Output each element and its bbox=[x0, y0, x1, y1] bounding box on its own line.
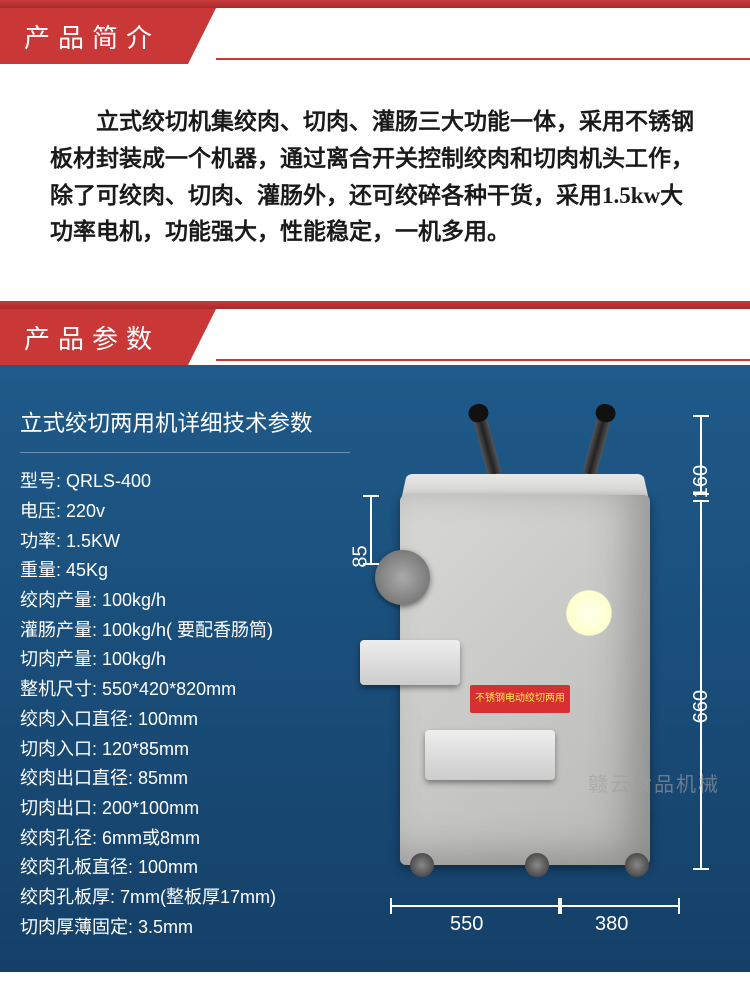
tray-icon bbox=[360, 640, 460, 685]
spec-row: 灌肠产量: 100kg/h( 要配香肠筒) bbox=[20, 616, 350, 646]
intro-header: 产品简介 bbox=[0, 8, 750, 64]
spec-row: 切肉产量: 100kg/h bbox=[20, 645, 350, 675]
dim-line bbox=[560, 905, 680, 907]
caster-wheel-icon bbox=[525, 853, 549, 877]
watermark-text: 赣云食品机械 bbox=[588, 768, 720, 797]
caster-wheel-icon bbox=[625, 853, 649, 877]
dim-line bbox=[390, 905, 560, 907]
spec-row: 功率: 1.5KW bbox=[20, 527, 350, 557]
spec-row: 绞肉出口直径: 85mm bbox=[20, 764, 350, 794]
spec-rows: 型号: QRLS-400电压: 220v功率: 1.5KW重量: 45Kg绞肉产… bbox=[20, 467, 350, 942]
spec-row: 绞肉产量: 100kg/h bbox=[20, 586, 350, 616]
intro-header-text: 产品简介 bbox=[24, 18, 160, 55]
machine-illustration: 不锈钢电动绞切两用 85 550 380 160 660 bbox=[360, 395, 730, 935]
params-header-tab: 产品参数 bbox=[0, 309, 188, 365]
spec-row: 绞肉入口直径: 100mm bbox=[20, 705, 350, 735]
grinder-outlet-icon bbox=[375, 550, 430, 605]
spec-row: 切肉厚薄固定: 3.5mm bbox=[20, 913, 350, 943]
dim-label-bottom2: 380 bbox=[595, 913, 628, 936]
intro-header-tab: 产品简介 bbox=[0, 8, 188, 64]
dim-label-left: 85 bbox=[350, 546, 373, 568]
params-header: 产品参数 bbox=[0, 309, 750, 365]
params-gradient-bar bbox=[0, 301, 750, 309]
spec-row: 绞肉孔板直径: 100mm bbox=[20, 853, 350, 883]
lever-icon bbox=[582, 414, 611, 476]
spec-title: 立式绞切两用机详细技术参数 bbox=[20, 405, 350, 453]
spec-row: 绞肉孔径: 6mm或8mm bbox=[20, 824, 350, 854]
spec-section: 立式绞切两用机详细技术参数 型号: QRLS-400电压: 220v功率: 1.… bbox=[0, 365, 750, 972]
params-header-line bbox=[216, 309, 750, 361]
caster-wheel-icon bbox=[410, 853, 434, 877]
spec-row: 型号: QRLS-400 bbox=[20, 467, 350, 497]
cartoon-decal-icon bbox=[565, 585, 625, 655]
machine-red-label: 不锈钢电动绞切两用 bbox=[470, 685, 570, 713]
intro-header-line bbox=[216, 8, 750, 60]
dim-line bbox=[700, 500, 702, 870]
dim-label-bottom1: 550 bbox=[450, 913, 483, 936]
intro-paragraph: 立式绞切机集绞肉、切肉、灌肠三大功能一体，采用不锈钢板材封装成一个机器，通过离合… bbox=[0, 64, 750, 301]
spec-row: 电压: 220v bbox=[20, 497, 350, 527]
spec-row: 整机尺寸: 550*420*820mm bbox=[20, 675, 350, 705]
spec-row: 绞肉孔板厚: 7mm(整板厚17mm) bbox=[20, 883, 350, 913]
lever-icon bbox=[472, 414, 501, 476]
spec-row: 切肉入口: 120*85mm bbox=[20, 735, 350, 765]
dim-label-right1: 160 bbox=[690, 465, 713, 498]
params-header-text: 产品参数 bbox=[24, 319, 160, 356]
spec-row: 切肉出口: 200*100mm bbox=[20, 794, 350, 824]
spec-row: 重量: 45Kg bbox=[20, 556, 350, 586]
dim-label-right2: 660 bbox=[690, 690, 713, 723]
top-gradient-bar bbox=[0, 0, 750, 8]
tray-icon bbox=[425, 730, 555, 780]
spec-table: 立式绞切两用机详细技术参数 型号: QRLS-400电压: 220v功率: 1.… bbox=[20, 405, 350, 942]
